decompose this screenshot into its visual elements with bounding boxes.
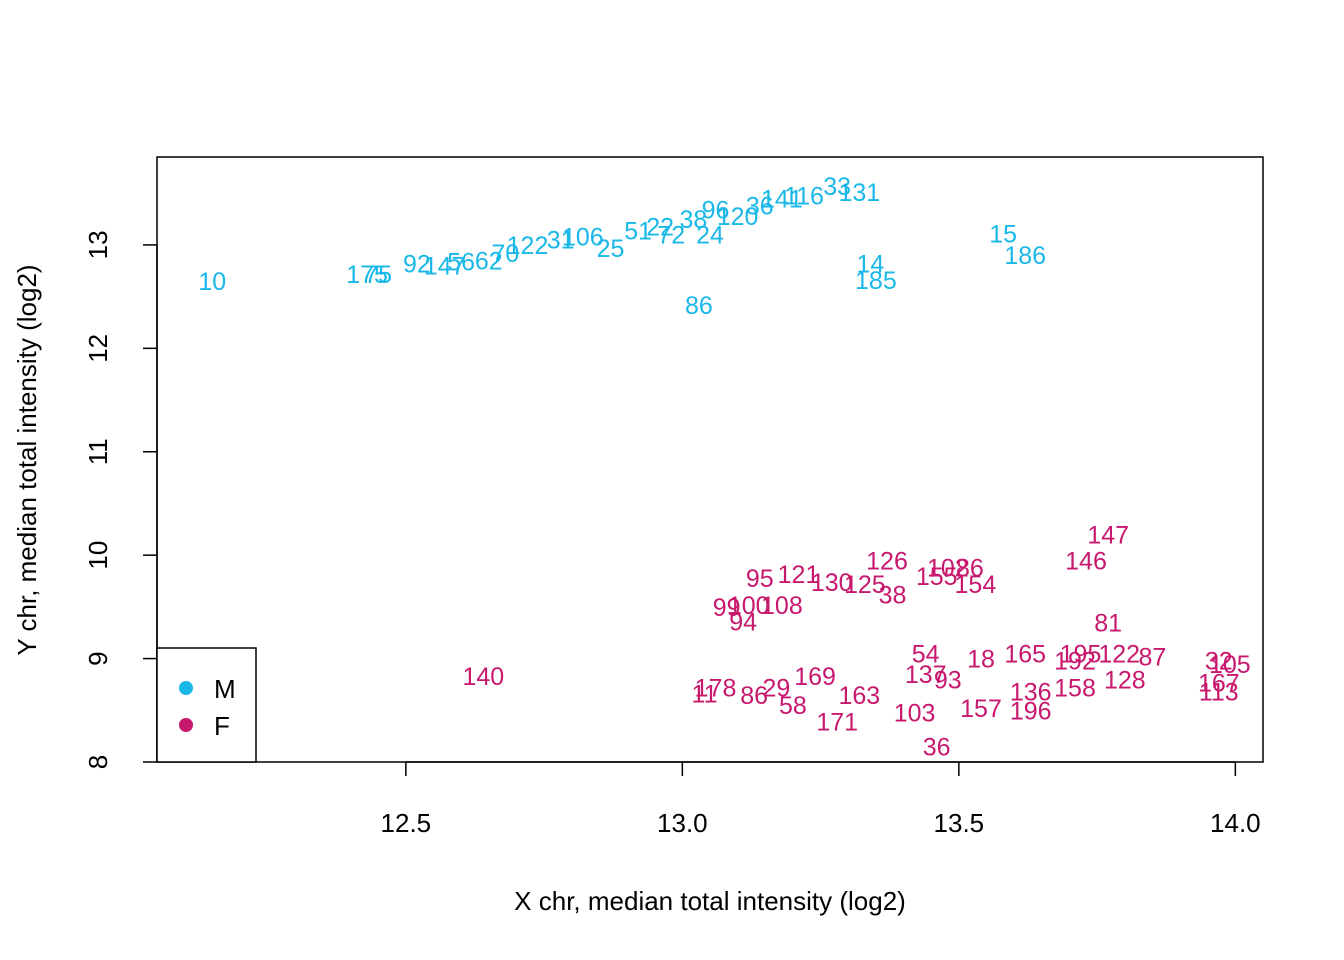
legend-marker-f bbox=[179, 718, 193, 732]
point-label-m-38: 38 bbox=[679, 206, 707, 234]
point-label-f-137: 137 bbox=[905, 661, 947, 689]
point-label-f-100: 100 bbox=[728, 592, 770, 620]
point-label-m-56: 56 bbox=[447, 249, 475, 277]
x-tick-label: 13.0 bbox=[657, 808, 708, 838]
y-tick-label: 11 bbox=[83, 438, 113, 465]
x-axis: 12.5 13.0 13.5 14.0 bbox=[381, 761, 1261, 838]
y-axis-label: Y chr, median total intensity (log2) bbox=[12, 264, 42, 655]
point-label-f-157: 157 bbox=[960, 695, 1002, 723]
point-label-f-155: 155 bbox=[916, 563, 958, 591]
point-label-f-128: 128 bbox=[1104, 666, 1146, 694]
point-label-m-36: 36 bbox=[746, 193, 774, 221]
point-label-m-10: 10 bbox=[198, 268, 226, 296]
x-axis-label: X chr, median total intensity (log2) bbox=[514, 886, 906, 916]
legend-label-m: M bbox=[214, 674, 236, 704]
legend: M F bbox=[156, 647, 257, 763]
point-label-f-11: 11 bbox=[692, 681, 718, 709]
point-label-m-31: 31 bbox=[547, 227, 575, 255]
point-label-f-169: 169 bbox=[794, 663, 836, 691]
point-label-f-121: 121 bbox=[778, 561, 820, 589]
point-label-m-185: 185 bbox=[855, 267, 897, 295]
point-label-f-147: 147 bbox=[1087, 522, 1129, 550]
point-label-f-113: 113 bbox=[1199, 679, 1239, 707]
point-label-m-175: 175 bbox=[346, 261, 388, 289]
point-label-f-94: 94 bbox=[729, 608, 757, 636]
point-label-f-146: 146 bbox=[1065, 547, 1107, 575]
y-tick-label: 12 bbox=[83, 334, 113, 363]
point-label-f-105: 105 bbox=[1209, 651, 1251, 679]
point-label-m-131: 131 bbox=[838, 179, 880, 207]
point-label-f-195: 195 bbox=[1060, 640, 1102, 668]
point-label-f-125: 125 bbox=[844, 571, 886, 599]
point-label-f-29: 29 bbox=[762, 675, 790, 703]
point-label-m-22: 22 bbox=[646, 213, 674, 241]
point-label-f-126: 126 bbox=[866, 547, 908, 575]
point-label-f-158: 158 bbox=[1054, 675, 1096, 703]
point-label-f-178: 178 bbox=[695, 675, 737, 703]
point-label-m-72: 72 bbox=[657, 222, 685, 250]
y-tick-label: 13 bbox=[83, 230, 113, 259]
point-label-f-102: 102 bbox=[927, 555, 969, 583]
point-label-f-136: 136 bbox=[1010, 679, 1052, 707]
point-label-f-192: 192 bbox=[1054, 648, 1096, 676]
legend-marker-m bbox=[179, 681, 193, 695]
point-label-f-99: 99 bbox=[713, 594, 741, 622]
point-label-f-32: 32 bbox=[1205, 648, 1233, 676]
point-label-m-96: 96 bbox=[702, 197, 730, 225]
x-tick-label: 12.5 bbox=[381, 808, 432, 838]
y-tick-label: 10 bbox=[83, 541, 113, 570]
point-label-m-106: 106 bbox=[562, 224, 604, 252]
point-label-f-58: 58 bbox=[779, 692, 807, 720]
point-label-f-38: 38 bbox=[879, 582, 907, 610]
point-label-f-167: 167 bbox=[1198, 669, 1240, 697]
x-tick-label: 14.0 bbox=[1210, 808, 1261, 838]
y-tick-label: 9 bbox=[83, 651, 113, 665]
point-label-m-25: 25 bbox=[597, 235, 625, 263]
point-label-m-120: 120 bbox=[717, 203, 759, 231]
point-label-m-24: 24 bbox=[696, 222, 724, 250]
legend-label-f: F bbox=[214, 711, 230, 741]
point-label-m-51: 51 bbox=[624, 217, 652, 245]
point-label-m-75: 75 bbox=[364, 261, 392, 289]
point-label-f-81: 81 bbox=[1094, 609, 1122, 637]
point-label-f-103: 103 bbox=[894, 699, 936, 727]
point-label-f-130: 130 bbox=[811, 569, 853, 597]
point-label-f-18: 18 bbox=[967, 646, 995, 674]
point-label-m-15: 15 bbox=[989, 221, 1017, 249]
point-label-f-196: 196 bbox=[1010, 697, 1052, 725]
point-label-f-86: 86 bbox=[956, 555, 984, 583]
point-label-m-33: 33 bbox=[823, 173, 851, 201]
point-label-m-86: 86 bbox=[685, 292, 713, 320]
point-label-f-108: 108 bbox=[761, 592, 803, 620]
y-tick-label: 8 bbox=[83, 755, 113, 769]
point-label-f-122: 122 bbox=[1098, 640, 1140, 668]
point-label-m-186: 186 bbox=[1004, 242, 1046, 270]
point-label-f-86: 86 bbox=[740, 682, 768, 710]
point-label-m-62: 62 bbox=[475, 247, 503, 275]
point-label-f-140: 140 bbox=[462, 663, 504, 691]
point-label-f-93: 93 bbox=[934, 666, 962, 694]
point-label-m-70: 70 bbox=[491, 240, 519, 268]
y-axis: 8 9 10 11 12 13 bbox=[83, 230, 158, 769]
point-label-f-163: 163 bbox=[838, 682, 880, 710]
point-label-f-95: 95 bbox=[746, 565, 774, 593]
point-label-f-171: 171 bbox=[816, 709, 858, 737]
legend-box bbox=[156, 647, 257, 763]
point-label-f-54: 54 bbox=[912, 640, 940, 668]
point-label-m-147: 147 bbox=[424, 253, 466, 281]
x-tick-label: 13.5 bbox=[934, 808, 985, 838]
point-label-m-92: 92 bbox=[403, 251, 431, 279]
point-label-f-154: 154 bbox=[955, 571, 997, 599]
point-label-m-141: 141 bbox=[761, 185, 803, 213]
point-label-m-122: 122 bbox=[507, 232, 549, 260]
point-label-m-116: 116 bbox=[784, 182, 824, 210]
point-label-f-165: 165 bbox=[1004, 640, 1046, 668]
point-label-f-87: 87 bbox=[1138, 644, 1166, 672]
point-label-f-36: 36 bbox=[923, 734, 951, 762]
point-label-m-14: 14 bbox=[856, 251, 884, 279]
